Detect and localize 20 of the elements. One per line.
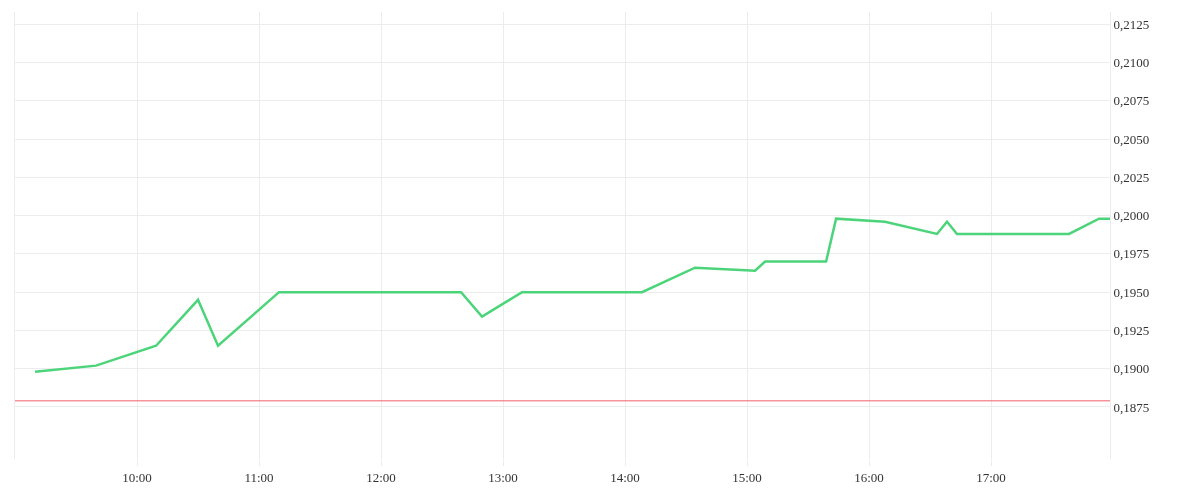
x-tick-label: 12:00	[366, 469, 396, 485]
x-tick-label: 14:00	[610, 469, 640, 485]
y-tick-label: 0,2100	[1113, 55, 1150, 71]
x-tick-label: 15:00	[732, 469, 762, 485]
x-tick-label: 10:00	[122, 469, 152, 485]
line-series	[33, 217, 1110, 373]
y-tick-label: 0,1975	[1113, 246, 1150, 262]
x-tick-label: 13:00	[488, 469, 518, 485]
y-tick-label: 0,1900	[1113, 361, 1150, 377]
x-tick-label: 11:00	[244, 469, 274, 485]
y-tick-label: 0,2075	[1113, 93, 1150, 109]
y-tick-label: 0,2025	[1113, 169, 1150, 185]
x-tick-label: 16:00	[854, 469, 884, 485]
y-tick-label: 0,1925	[1113, 322, 1150, 338]
y-tick-label: 0,1875	[1113, 399, 1150, 415]
y-tick-label: 0,2050	[1113, 131, 1150, 147]
y-tick-label: 0,2000	[1113, 208, 1150, 224]
y-tick-label: 0,1950	[1113, 284, 1150, 300]
y-tick-label: 0,2125	[1113, 16, 1150, 32]
x-tick-label: 17:00	[976, 469, 1006, 485]
